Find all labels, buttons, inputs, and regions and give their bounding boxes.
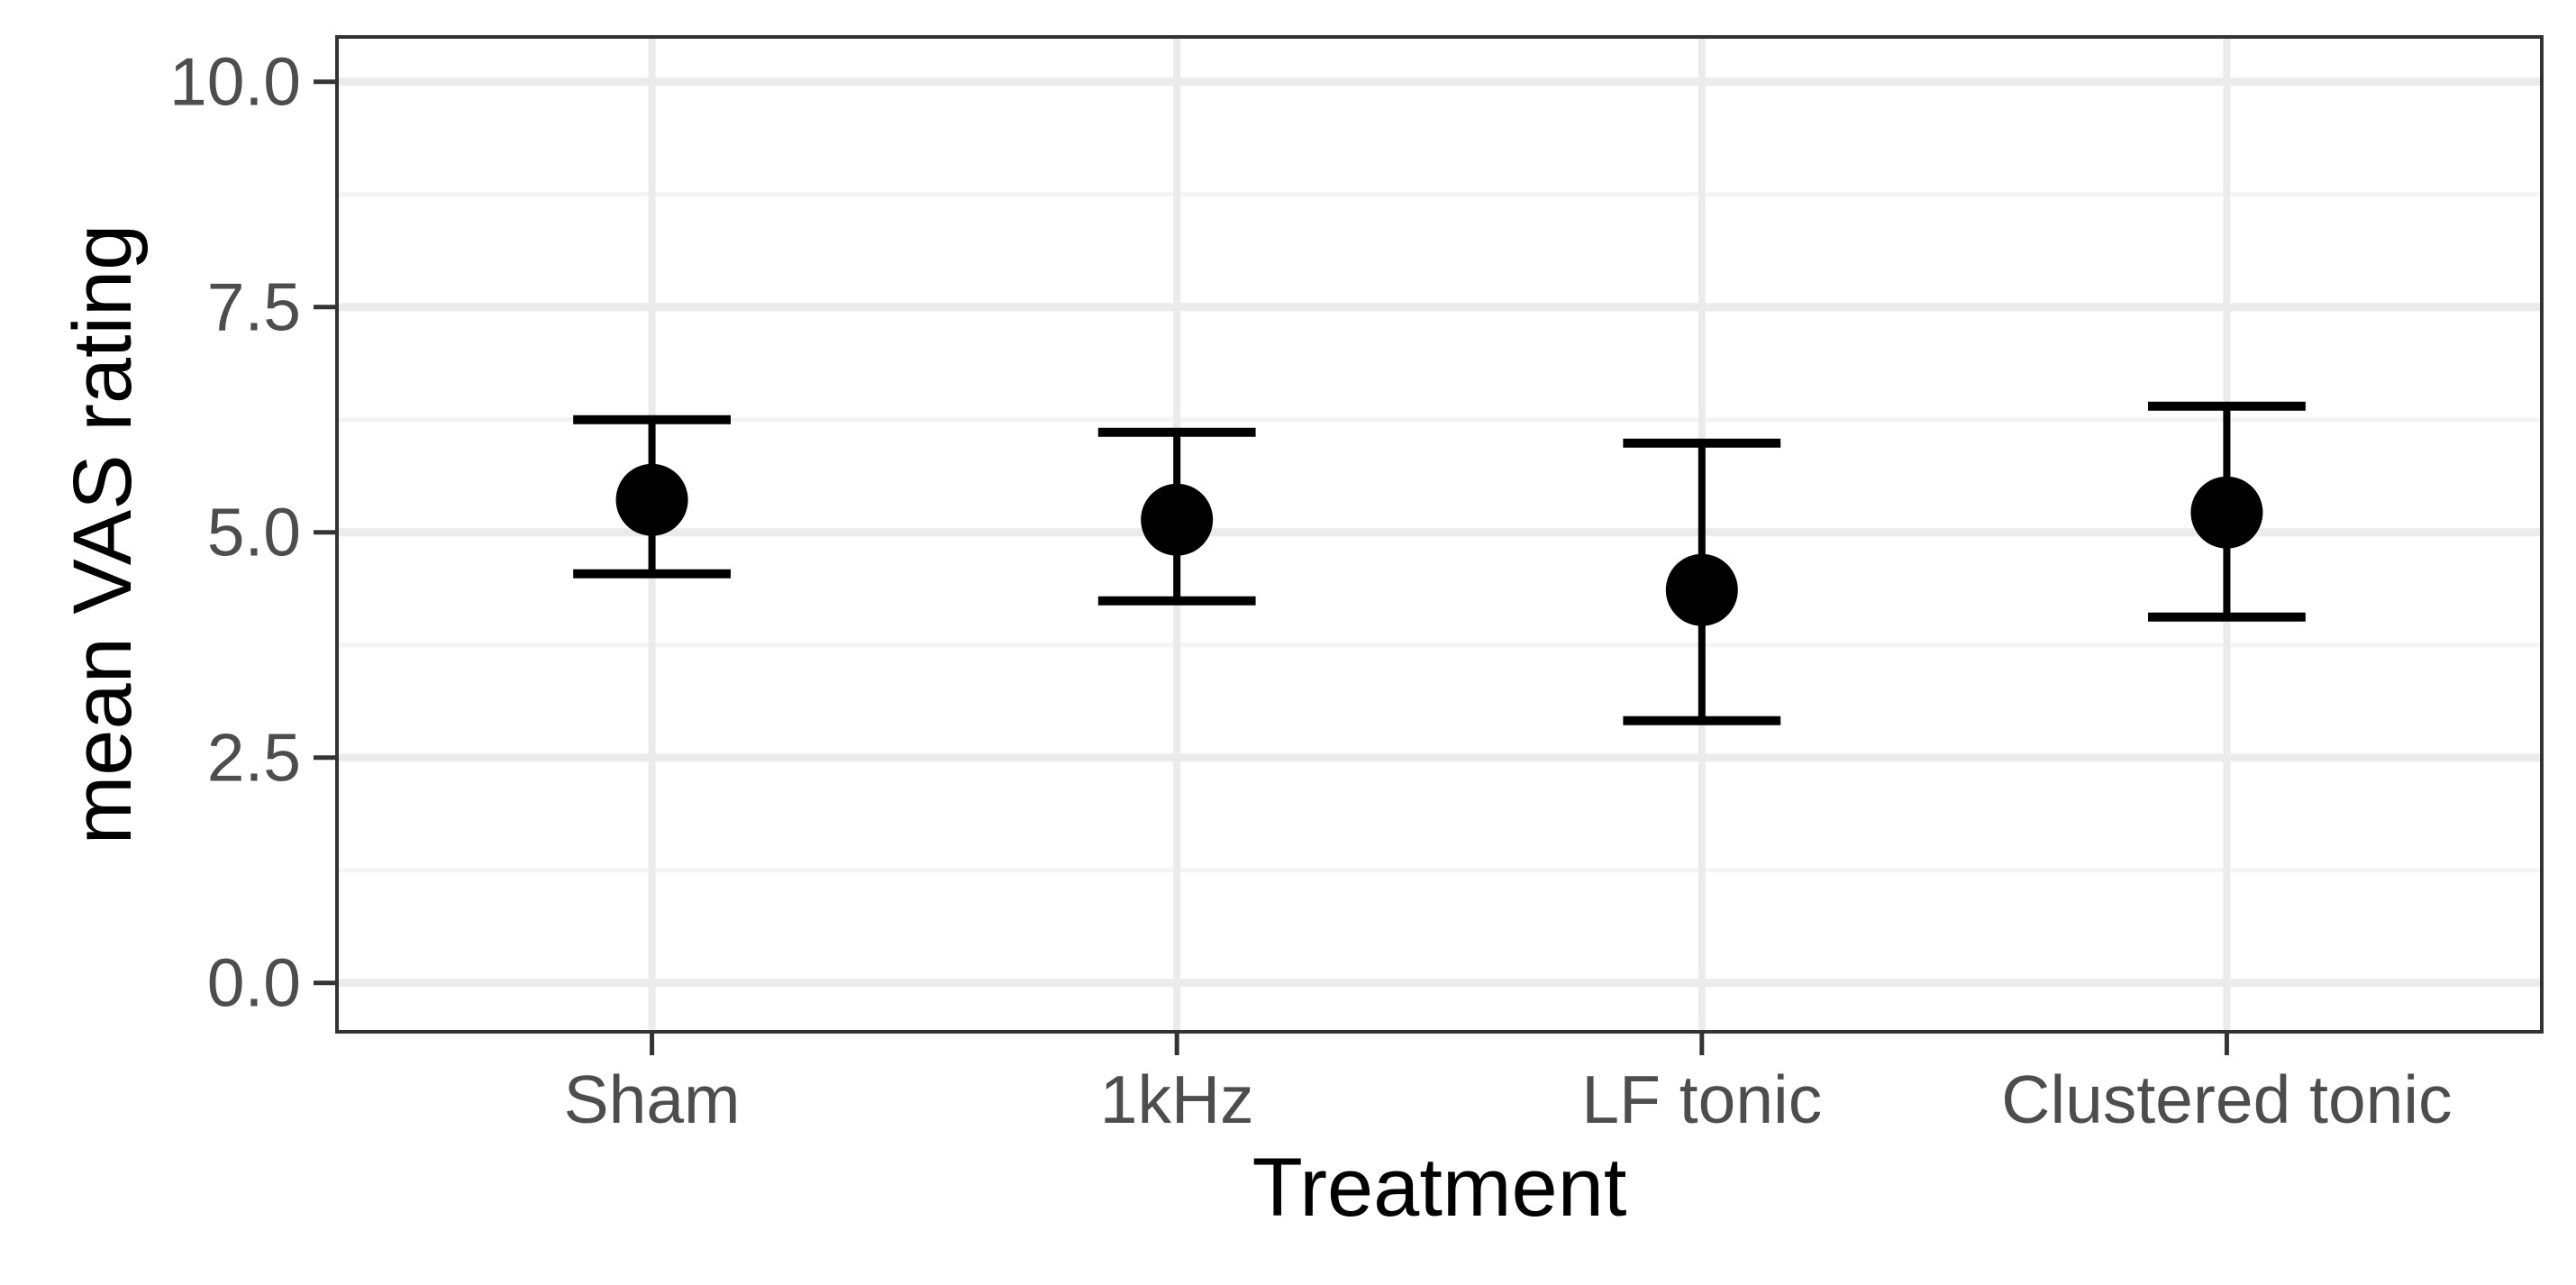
y-tick-label: 0.0	[207, 945, 301, 1021]
data-point-1khz	[1141, 483, 1214, 556]
panel-border	[335, 35, 2544, 1034]
y-tick-label: 10.0	[169, 44, 301, 120]
y-tick-label: 5.0	[207, 495, 301, 570]
data-point-lf-tonic	[1665, 553, 1738, 626]
x-tick-label-lf-tonic: LF tonic	[1581, 1062, 1822, 1137]
data-point-clustered-tonic	[2190, 476, 2263, 549]
y-tick-label: 2.5	[207, 720, 301, 796]
y-tick-label: 7.5	[207, 269, 301, 345]
data-point-sham	[615, 463, 688, 536]
x-tick-label-sham: Sham	[564, 1062, 741, 1137]
x-tick-label-clustered-tonic: Clustered tonic	[2001, 1062, 2452, 1137]
x-axis-title: Treatment	[1252, 1142, 1627, 1234]
x-tick-label-1khz: 1kHz	[1100, 1062, 1254, 1137]
y-axis-title: mean VAS rating	[57, 223, 149, 845]
